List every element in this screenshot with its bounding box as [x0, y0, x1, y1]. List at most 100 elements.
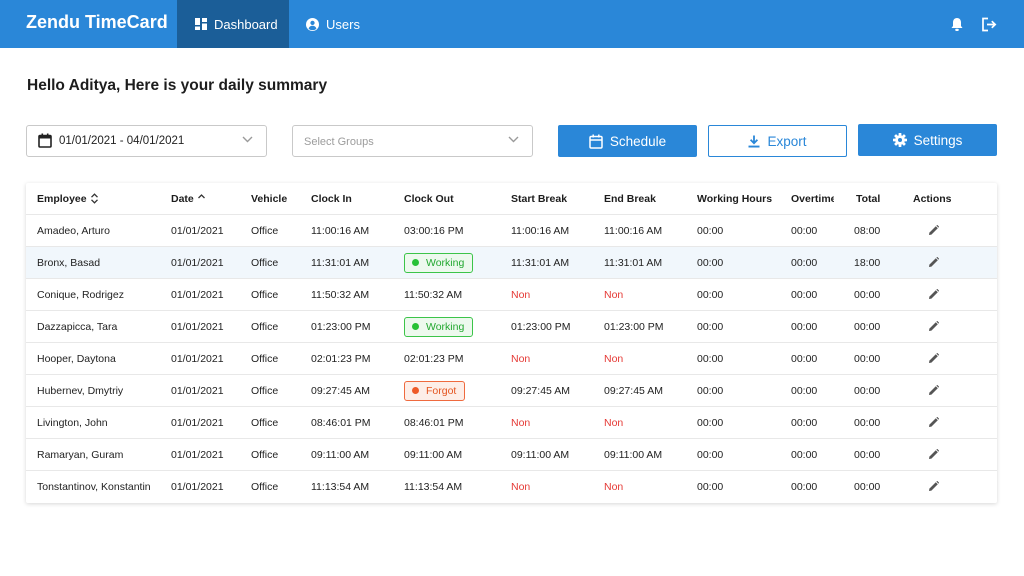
total-cell: 00:00 — [854, 352, 881, 365]
status-dot-icon — [412, 259, 419, 266]
column-header-vehicle: Vehicle — [251, 192, 288, 205]
vehicle-cell: Office — [251, 448, 279, 461]
total-cell: 00:00 — [854, 416, 881, 429]
overtime-cell: 00:00 — [791, 352, 818, 365]
total-cell: 18:00 — [854, 256, 881, 269]
overtime-cell: 00:00 — [791, 288, 818, 301]
clock-out-cell: 11:50:32 AM — [404, 288, 463, 301]
overtime-cell: 00:00 — [791, 416, 818, 429]
clock-out-cell: 09:11:00 AM — [404, 448, 463, 461]
chevron-down-icon — [242, 136, 253, 143]
total-cell: 00:00 — [854, 320, 881, 333]
end-break-cell: Non — [604, 288, 624, 301]
status-badge-label: Working — [426, 256, 465, 269]
clock-in-cell: 11:13:54 AM — [311, 480, 370, 493]
nav-tab-dashboard[interactable]: Dashboard — [177, 0, 289, 48]
edit-icon[interactable] — [928, 311, 939, 342]
logout-icon[interactable] — [980, 15, 998, 33]
gear-icon — [892, 133, 907, 147]
export-label: Export — [767, 133, 807, 149]
working-hours-cell: 00:00 — [697, 352, 724, 365]
column-header-overtime: Overtime — [791, 192, 834, 205]
edit-icon[interactable] — [928, 343, 939, 374]
column-header-working-hours: Working Hours — [697, 192, 773, 205]
bell-icon[interactable] — [948, 15, 966, 33]
overtime-cell: 00:00 — [791, 224, 818, 237]
column-header-end-break: End Break — [604, 192, 656, 205]
edit-icon[interactable] — [928, 375, 939, 406]
employee-cell: Dazzapicca, Tara — [37, 320, 118, 333]
settings-button[interactable]: Settings — [858, 124, 997, 156]
overtime-cell: 00:00 — [791, 448, 818, 461]
total-cell: 08:00 — [854, 224, 881, 237]
status-badge: Working — [404, 316, 474, 337]
table-row[interactable]: Hubernev, Dmytriy 01/01/2021 Office 09:27:4… — [26, 375, 997, 407]
edit-icon[interactable] — [928, 407, 939, 438]
working-hours-cell: 00:00 — [697, 288, 724, 301]
employee-cell: Hooper, Daytona — [37, 352, 116, 365]
schedule-button[interactable]: Schedule — [558, 125, 697, 157]
clock-in-cell: 11:31:01 AM — [311, 256, 370, 269]
clock-in-cell: 08:46:01 PM — [311, 416, 371, 429]
end-break-cell: Non — [604, 416, 624, 429]
edit-icon[interactable] — [928, 215, 939, 246]
status-badge: Forgot — [404, 380, 466, 401]
table-row[interactable]: Hooper, Daytona 01/01/2021 Office 02:01:23 … — [26, 343, 997, 375]
table-row[interactable]: Livington, John 01/01/2021 Office 08:46:01 … — [26, 407, 997, 439]
settings-label: Settings — [913, 132, 963, 148]
groups-select[interactable]: Select Groups — [292, 125, 533, 157]
edit-icon[interactable] — [928, 471, 939, 502]
clock-in-cell: 01:23:00 PM — [311, 320, 371, 333]
clock-in-cell: 11:50:32 AM — [311, 288, 370, 301]
total-cell: 00:00 — [854, 448, 881, 461]
sort-ascending-icon — [197, 194, 205, 199]
column-header-clock-out: Clock Out — [404, 192, 454, 205]
top-nav-bar: Zendu TimeCard Dashboard Users — [0, 0, 1024, 48]
vehicle-cell: Office — [251, 320, 279, 333]
overtime-cell: 00:00 — [791, 384, 818, 397]
table-row[interactable]: Tonstantinov, Konstantin 01/01/2021 Office… — [26, 471, 997, 503]
column-header-employee[interactable]: Employee — [37, 183, 99, 214]
status-badge-label: Forgot — [426, 384, 457, 397]
clock-in-cell: 09:11:00 AM — [311, 448, 370, 461]
status-badge-label: Working — [426, 320, 465, 333]
table-row[interactable]: Conique, Rodrigez 01/01/2021 Office 11:50:3… — [26, 279, 997, 311]
table-row[interactable]: Ramaryan, Guram 01/01/2021 Office 09:11:00 … — [26, 439, 997, 471]
export-button[interactable]: Export — [708, 125, 847, 157]
total-cell: 00:00 — [854, 480, 881, 493]
nav-tab-users[interactable]: Users — [289, 0, 379, 48]
start-break-cell: 09:11:00 AM — [511, 448, 570, 461]
clock-out-cell: 02:01:23 PM — [404, 352, 464, 365]
start-break-cell: 11:00:16 AM — [511, 224, 570, 237]
working-hours-cell: 00:00 — [697, 448, 724, 461]
calendar-icon — [589, 134, 603, 149]
table-row[interactable]: Amadeo, Arturo 01/01/2021 Office 11:00:16 A… — [26, 215, 997, 247]
clock-out-cell: 08:46:01 PM — [404, 416, 464, 429]
clock-out-cell: Working — [404, 311, 474, 342]
status-dot-icon — [412, 323, 419, 330]
edit-icon[interactable] — [928, 247, 939, 278]
vehicle-cell: Office — [251, 288, 279, 301]
start-break-cell: 11:31:01 AM — [511, 256, 570, 269]
vehicle-cell: Office — [251, 224, 279, 237]
working-hours-cell: 00:00 — [697, 384, 724, 397]
clock-out-cell: Working — [404, 247, 474, 278]
working-hours-cell: 00:00 — [697, 320, 724, 333]
edit-icon[interactable] — [928, 439, 939, 470]
employee-cell: Conique, Rodrigez — [37, 288, 124, 301]
date-range-picker[interactable]: 01/01/2021 - 04/01/2021 — [26, 125, 267, 157]
date-cell: 01/01/2021 — [171, 224, 224, 237]
status-badge: Working — [404, 252, 474, 273]
clock-out-cell: 11:13:54 AM — [404, 480, 463, 493]
calendar-icon — [38, 133, 52, 148]
start-break-cell: Non — [511, 480, 531, 493]
table-row[interactable]: Dazzapicca, Tara 01/01/2021 Office 01:23:00… — [26, 311, 997, 343]
table-row[interactable]: Bronx, Basad 01/01/2021 Office 11:31:01 AM W… — [26, 247, 997, 279]
column-header-start-break: Start Break — [511, 192, 568, 205]
column-header-date[interactable]: Date — [171, 183, 206, 214]
end-break-cell: Non — [604, 352, 624, 365]
edit-icon[interactable] — [928, 279, 939, 310]
overtime-cell: 00:00 — [791, 480, 818, 493]
chevron-down-icon — [508, 136, 519, 143]
vehicle-cell: Office — [251, 352, 279, 365]
